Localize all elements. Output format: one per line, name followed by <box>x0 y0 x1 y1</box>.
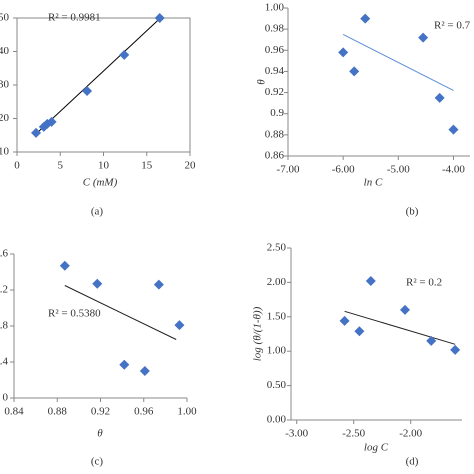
y-tick-label: 0.94 <box>265 65 285 77</box>
y-tick-label: 1.2 <box>0 284 8 296</box>
data-point <box>153 279 164 290</box>
annotation: R² = 0.7 <box>434 20 471 32</box>
y-tick-label: 1.50 <box>267 310 287 322</box>
x-tick-label: 0 <box>14 160 20 172</box>
data-point <box>365 276 376 287</box>
x-tick-label: 0.84 <box>4 406 24 418</box>
data-point <box>82 86 93 97</box>
x-tick-label: 0.88 <box>48 406 68 418</box>
data-point <box>354 326 365 337</box>
data-point <box>448 124 459 135</box>
x-tick-label: 15 <box>141 160 153 172</box>
y-axis-label: log (θ/(1-θ)) <box>252 306 264 361</box>
data-point <box>349 66 360 77</box>
data-point <box>174 320 185 331</box>
data-point <box>139 366 150 376</box>
caption: (a) <box>91 206 104 218</box>
x-tick-label: -3.00 <box>285 428 308 440</box>
data-point <box>119 359 130 370</box>
data-point <box>59 260 70 271</box>
data-point <box>400 304 410 315</box>
trend-line <box>64 285 177 340</box>
annotation: R² = 0.9981 <box>48 12 101 24</box>
caption: (d) <box>406 456 419 468</box>
y-tick-label: 0.9 <box>270 107 284 119</box>
x-axis-label: θ <box>97 428 103 440</box>
data-point <box>119 49 130 60</box>
x-axis-label: log C <box>364 442 389 454</box>
data-point <box>426 335 437 346</box>
x-tick-label: 5 <box>58 160 64 172</box>
y-tick-label: 0.4 <box>0 356 9 368</box>
y-tick-label: 0 <box>3 392 9 404</box>
y-tick-label: 1.6 <box>0 248 9 260</box>
trend-line <box>342 33 454 91</box>
x-tick-label: 20 <box>185 160 197 172</box>
x-tick-label: 1.00 <box>177 406 197 418</box>
data-point <box>46 116 57 127</box>
y-tick-label: 20 <box>0 112 10 124</box>
data-point <box>434 92 445 103</box>
y-tick-label: 0.86 <box>265 150 285 162</box>
plot-frame <box>16 17 191 153</box>
y-tick-label: 0.92 <box>265 86 284 98</box>
data-point <box>92 278 103 289</box>
y-tick-label: 2.00 <box>267 276 287 288</box>
x-axis-label: ln C <box>364 177 383 189</box>
data-point <box>31 127 42 138</box>
caption: (b) <box>406 206 419 218</box>
x-tick-label: 10 <box>98 160 110 172</box>
y-tick-label: 1.00 <box>265 2 285 14</box>
trend-line <box>35 18 161 135</box>
y-tick-label: 30 <box>0 79 10 91</box>
y-tick-label: 0.00 <box>267 414 287 426</box>
trend-line <box>344 310 456 345</box>
x-tick-label: -2.50 <box>342 428 365 440</box>
annotation: R² = 0.5380 <box>48 308 101 320</box>
data-point <box>154 13 165 23</box>
x-axis-label: C (mM) <box>83 177 118 189</box>
x-tick-label: 0.96 <box>134 406 154 418</box>
x-tick-label: -6.00 <box>332 164 355 176</box>
x-tick-label: -2.00 <box>399 428 422 440</box>
y-tick-label: 2.50 <box>267 242 287 254</box>
y-tick-label: 0.98 <box>265 23 285 35</box>
data-point <box>338 47 349 58</box>
data-point <box>450 344 461 355</box>
y-tick-label: 1.00 <box>267 345 287 357</box>
x-tick-label: -7.00 <box>277 164 300 176</box>
y-tick-label: 0.88 <box>265 128 285 140</box>
y-tick-label: 0.96 <box>265 44 285 56</box>
x-tick-label: 0.92 <box>91 406 110 418</box>
x-tick-label: -5.00 <box>387 164 410 176</box>
y-tick-label: 50 <box>0 12 10 24</box>
y-tick-label: 0.8 <box>0 320 9 332</box>
y-tick-label: 10 <box>0 146 10 158</box>
caption: (c) <box>91 456 104 468</box>
annotation: R² = 0.2 <box>406 277 442 289</box>
x-tick-label: -4.00 <box>442 164 465 176</box>
y-tick-label: 0.50 <box>267 379 287 391</box>
data-point <box>339 315 350 326</box>
y-axis-label: θ <box>256 79 268 85</box>
y-tick-label: 40 <box>0 45 10 57</box>
data-point <box>360 13 371 24</box>
data-point <box>418 32 429 43</box>
